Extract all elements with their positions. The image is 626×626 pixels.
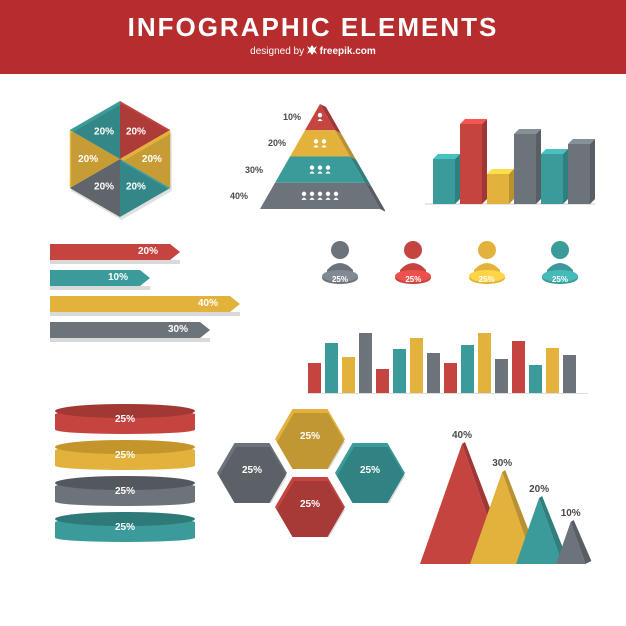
header: INFOGRAPHIC ELEMENTS designed by freepik…: [0, 0, 626, 74]
mini-bar: [308, 363, 321, 393]
hexagon: 25%: [217, 443, 287, 503]
mini-bar: [546, 348, 559, 393]
hexagon-cluster: 25% 25% 25% 25%: [235, 409, 425, 569]
pyramid-label: 10%: [283, 112, 301, 122]
horizontal-bar: 40%: [50, 296, 275, 316]
mini-bar: [478, 333, 491, 393]
horizontal-bar: 20%: [50, 244, 275, 264]
avatar-label: 25%: [457, 275, 517, 284]
avatar-item: 25%: [383, 236, 443, 300]
cylinder-stack: 25% 25% 25% 25%: [55, 404, 195, 548]
column-bar: [460, 124, 482, 204]
triangle-label: 40%: [452, 430, 472, 441]
svg-text:20%: 20%: [126, 126, 146, 137]
column-bar: [514, 134, 536, 204]
cylinder: 25%: [55, 512, 195, 542]
column-bar: [541, 154, 563, 204]
header-subtitle: designed by freepik.com: [0, 45, 626, 57]
avatar-item: 25%: [310, 236, 370, 300]
mini-bar: [342, 357, 355, 393]
pyramid-label: 40%: [230, 191, 248, 201]
mini-bar: [359, 333, 372, 393]
hexagon: 25%: [335, 443, 405, 503]
mini-bar: [444, 363, 457, 393]
pyramid-chart: 10% 20% 30% 40%: [225, 89, 385, 219]
column-bar: [433, 159, 455, 204]
horizontal-bar: 10%: [50, 270, 275, 290]
triangle-label: 30%: [492, 458, 512, 469]
mini-bar: [410, 338, 423, 393]
hexagon-pie-chart: 20% 20% 20% 20% 20% 20%: [50, 94, 190, 224]
triangle-label: 20%: [529, 484, 549, 495]
horizontal-bar: 30%: [50, 322, 275, 342]
avatar-label: 25%: [310, 275, 370, 284]
horizontal-bar-chart: 20% 10% 40% 30%: [50, 244, 275, 348]
svg-text:20%: 20%: [142, 154, 162, 165]
pyramid-label: 20%: [268, 138, 286, 148]
avatar-item: 25%: [457, 236, 517, 300]
column-bar: [487, 174, 509, 204]
mini-bar: [325, 343, 338, 393]
column-bar: [568, 144, 590, 204]
mini-bar-chart: [308, 322, 588, 394]
triangle-label: 10%: [561, 508, 581, 519]
mini-bar: [461, 345, 474, 393]
mini-bar: [427, 353, 440, 393]
mini-bar: [495, 359, 508, 393]
svg-text:20%: 20%: [126, 182, 146, 193]
mini-bar: [376, 369, 389, 393]
svg-text:20%: 20%: [94, 126, 114, 137]
cylinder: 25%: [55, 476, 195, 506]
mini-bar: [393, 349, 406, 393]
avatar-item: 25%: [530, 236, 590, 300]
avatar-label: 25%: [383, 275, 443, 284]
cylinder: 25%: [55, 404, 195, 434]
avatar-row: 25% 25% 25% 25%: [310, 236, 590, 300]
mini-bar: [563, 355, 576, 393]
pyramid-label: 30%: [245, 165, 263, 175]
column-chart: [425, 94, 595, 214]
svg-text:20%: 20%: [94, 182, 114, 193]
triangle-chart: 40% 30% 20% 10%: [420, 414, 610, 574]
mini-bar: [512, 341, 525, 393]
cylinder: 25%: [55, 440, 195, 470]
mini-bar: [529, 365, 542, 393]
svg-text:20%: 20%: [78, 154, 98, 165]
page-title: INFOGRAPHIC ELEMENTS: [0, 12, 626, 43]
avatar-label: 25%: [530, 275, 590, 284]
